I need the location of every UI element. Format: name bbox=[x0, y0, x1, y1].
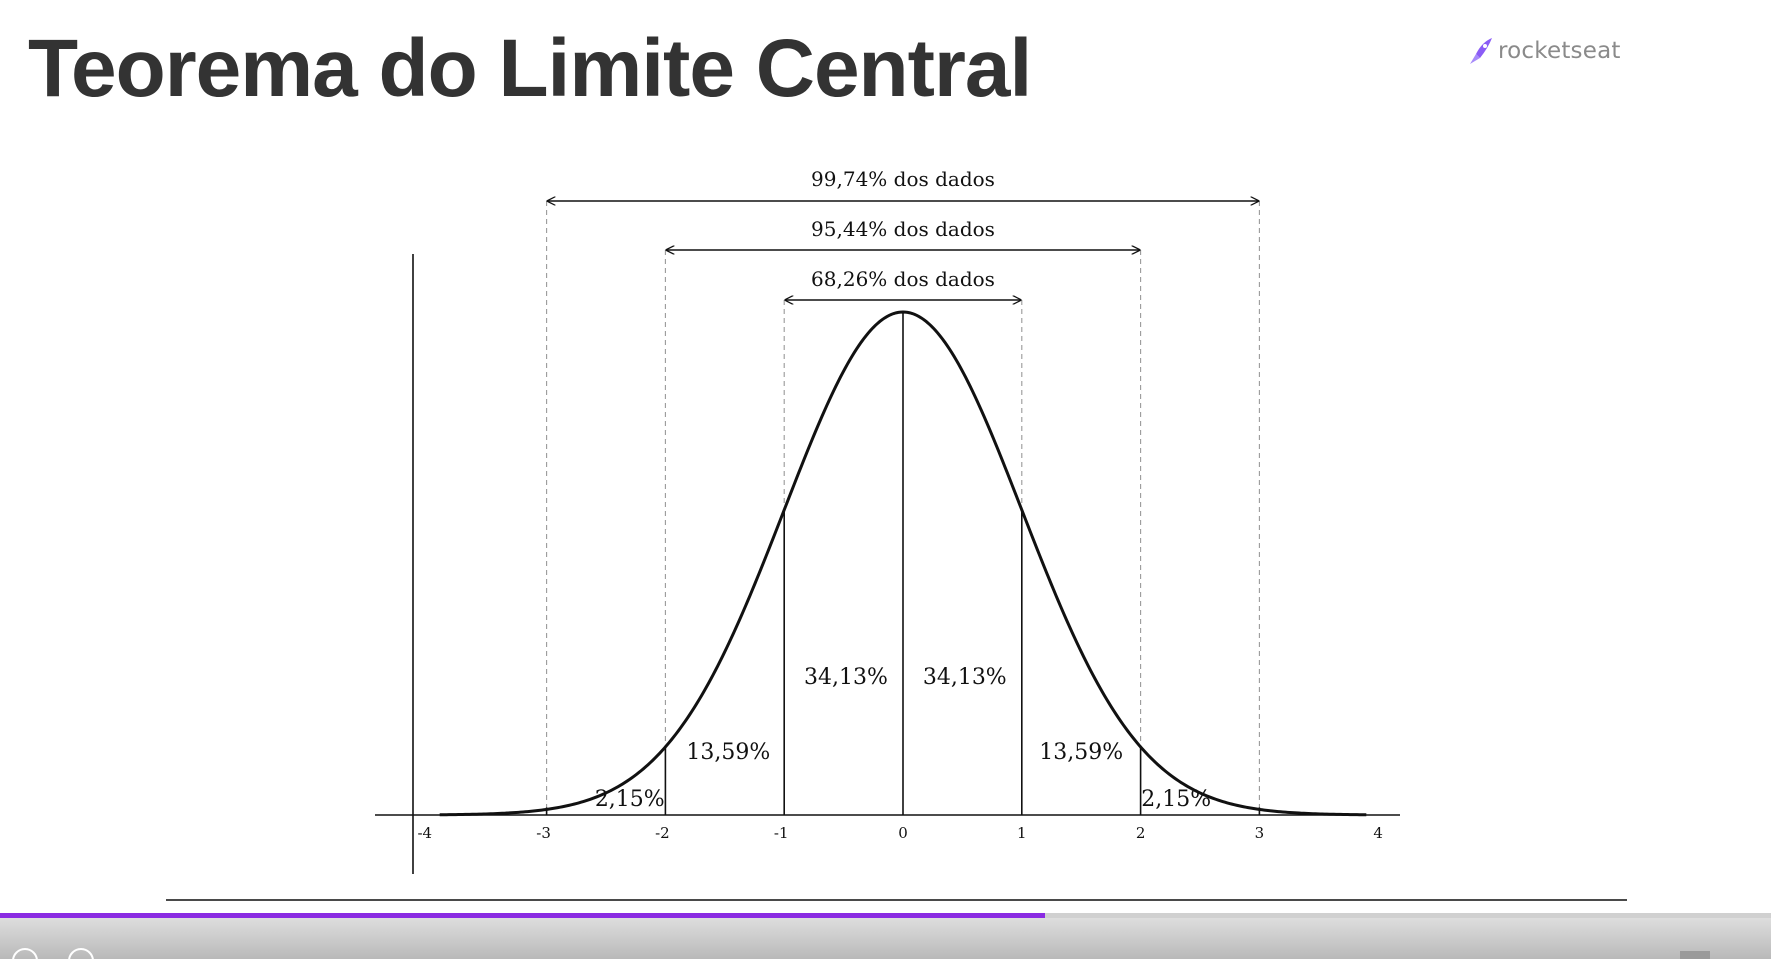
x-tick-label: 3 bbox=[1255, 824, 1265, 842]
segment-percent-label: 2,15% bbox=[595, 787, 665, 812]
x-tick-label: 4 bbox=[1373, 824, 1383, 842]
brand-logo: rocketseat bbox=[1466, 36, 1621, 66]
segment-percent-label: 34,13% bbox=[804, 665, 888, 690]
interval-label: 68,26% dos dados bbox=[811, 267, 995, 291]
x-tick-label: 1 bbox=[1017, 824, 1027, 842]
video-player-bar bbox=[0, 913, 1771, 959]
video-progress-fill bbox=[0, 913, 1045, 918]
fullscreen-icon[interactable] bbox=[1680, 951, 1710, 959]
segment-percent-label: 13,59% bbox=[1039, 740, 1123, 765]
x-tick-label: -3 bbox=[536, 824, 551, 842]
segment-percent-label: 2,15% bbox=[1141, 787, 1211, 812]
x-tick-label: -1 bbox=[774, 824, 789, 842]
slide-divider bbox=[166, 899, 1627, 901]
x-tick-label: -4 bbox=[417, 824, 432, 842]
rocket-icon bbox=[1470, 38, 1492, 64]
x-tick-label: 2 bbox=[1136, 824, 1146, 842]
x-tick-label: 0 bbox=[898, 824, 908, 842]
interval-label: 95,44% dos dados bbox=[811, 217, 995, 241]
video-progress-bar[interactable] bbox=[0, 913, 1771, 918]
interval-label: 99,74% dos dados bbox=[811, 167, 995, 191]
x-tick-label: -2 bbox=[655, 824, 670, 842]
segment-percent-label: 13,59% bbox=[686, 740, 770, 765]
brand-name: rocketseat bbox=[1498, 38, 1621, 64]
slide-title: Teorema do Limite Central bbox=[28, 23, 1032, 114]
segment-percent-label: 34,13% bbox=[923, 665, 1007, 690]
bell-curve bbox=[439, 310, 1367, 817]
